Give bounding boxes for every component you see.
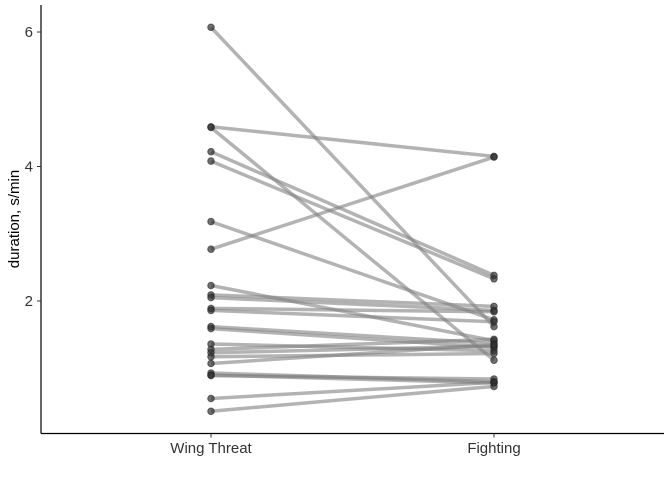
series-line-23 [210,380,495,401]
data-point-6-wing-threat [207,217,215,226]
data-point-10-wing-threat [207,293,215,302]
series-line-8 [210,283,495,343]
series-line-2 [210,125,495,159]
series-line-12 [210,308,495,324]
data-point-24-fighting [490,382,498,391]
series-line-3 [209,126,496,362]
data-point-7-wing-threat [207,245,215,253]
x-axis-ticks: Wing Threat Fighting [170,433,521,457]
series-line-14 [210,326,495,350]
data-point-4-wing-threat [207,147,215,156]
data-point-5-wing-threat [207,157,215,165]
series-points [207,23,498,416]
series-line-15 [210,342,495,353]
data-point-14-wing-threat [207,324,215,333]
series-line-16 [210,337,495,352]
data-point-24-wing-threat [207,407,215,416]
data-point-3-fighting [490,356,498,365]
data-point-7-fighting [490,153,498,161]
y-tick-label-6: 6 [25,24,33,41]
data-point-3-wing-threat [207,123,215,132]
data-point-19-wing-threat [207,359,215,368]
y-axis-ticks: 2 4 6 [25,24,41,310]
series-line-9 [210,293,495,309]
x-tick-label-wing-threat: Wing Threat [170,440,252,457]
data-point-19-fighting [490,340,498,349]
data-point-18-wing-threat [207,353,215,361]
data-point-23-wing-threat [207,394,215,403]
data-point-18-fighting [490,349,498,358]
data-point-1-wing-threat [207,23,215,32]
data-point-5-fighting [490,275,498,283]
series-line-10 [210,295,495,313]
data-point-12-wing-threat [207,306,215,315]
x-tick-label-fighting: Fighting [467,440,520,457]
series-line-7 [210,155,495,251]
series-line-4 [210,150,495,278]
y-tick-label-4: 4 [25,159,33,176]
data-point-12-fighting [490,318,498,326]
series-line-24 [210,384,495,414]
series-line-5 [210,159,495,281]
data-point-8-wing-threat [207,281,215,290]
data-point-22-wing-threat [207,371,215,380]
series-line-22 [210,373,495,381]
y-axis-title: duration, s/min [6,170,23,268]
y-tick-label-2: 2 [25,293,33,310]
series-line-19 [210,342,495,366]
series-line-1 [209,26,496,328]
data-point-11-fighting [490,308,498,316]
series-lines [209,26,496,414]
series-line-11 [210,306,495,314]
